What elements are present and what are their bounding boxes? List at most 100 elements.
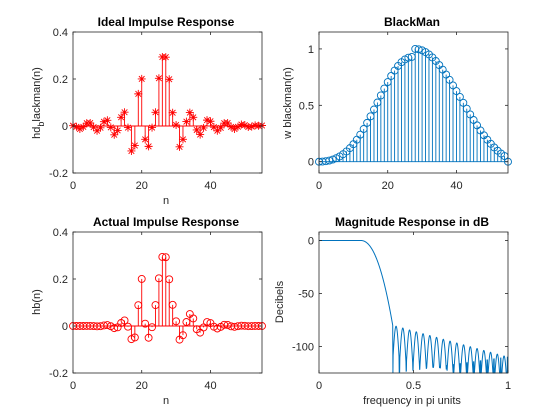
marker-0-34: [185, 108, 194, 117]
marker-2-39: [203, 318, 211, 326]
marker-2-35: [189, 314, 198, 323]
marker-0-17: [127, 146, 136, 155]
marker-2-18: [130, 333, 139, 342]
marker-1-43: [462, 104, 471, 113]
marker-0-3: [79, 122, 88, 131]
marker-0-52: [247, 122, 256, 131]
marker-2-22: [144, 333, 153, 342]
marker-0-19: [134, 89, 143, 98]
y-tick-label-2-1: 0: [62, 321, 68, 333]
panel-1-ylabel-sub: b: [36, 122, 46, 127]
y-tick-label-0-3: 0.4: [53, 27, 68, 39]
marker-0-35: [189, 113, 198, 122]
marker-0-18: [130, 141, 139, 150]
y-tick-label-0-0: -0.2: [49, 168, 68, 180]
y-tick-label-3-1: -50: [298, 288, 314, 300]
marker-2-32: [179, 331, 187, 340]
marker-1-40: [452, 87, 461, 96]
marker-0-5: [86, 118, 95, 127]
marker-2-23: [148, 323, 156, 332]
marker-2-15: [120, 316, 129, 325]
marker-0-38: [199, 123, 208, 132]
plot-area-1: [319, 32, 508, 173]
panel-1-ylabel-main: hd: [31, 127, 43, 139]
x-tick-label-3-0: 0: [316, 380, 322, 392]
panel-3-xlabel: n: [163, 395, 169, 407]
marker-0-6: [89, 123, 98, 132]
marker-1-42: [459, 98, 468, 107]
panel-1-ylabel: hdblackman(n): [31, 67, 46, 139]
marker-0-45: [223, 118, 232, 127]
y-tick-label-0-2: 0.2: [53, 74, 68, 86]
marker-0-29: [168, 108, 177, 117]
x-tick-label-2-0: 0: [70, 380, 76, 392]
marker-0-20: [137, 74, 146, 83]
y-tick-label-1-0: 0: [308, 157, 314, 169]
panel-4-title: Magnitude Response in dB: [335, 215, 489, 229]
marker-2-27: [161, 253, 170, 262]
y-tick-label-3-0: -100: [292, 341, 314, 353]
marker-0-1: [72, 122, 81, 131]
panel-blackman: BlackMan w blackman(n) 0 20 40 0 0.5 1: [282, 15, 512, 192]
x-tick-label-3-1: 0.5: [406, 380, 421, 392]
marker-0-30: [172, 120, 181, 129]
marker-0-31: [175, 142, 184, 151]
panel-3-ylabel: hb(n): [31, 289, 43, 315]
magnitude-line: [319, 239, 509, 374]
x-tick-label-2-2: 40: [204, 380, 216, 392]
plot-area-2: [73, 232, 262, 373]
marker-0-39: [203, 116, 212, 125]
marker-1-41: [455, 92, 464, 101]
marker-2-10: [103, 321, 112, 330]
x-tick-label-1-0: 0: [316, 180, 322, 192]
panel-1-xlabel: n: [163, 195, 169, 207]
marker-1-44: [466, 110, 475, 119]
axes-box-2: [72, 231, 263, 374]
marker-0-22: [144, 142, 153, 151]
marker-1-39: [449, 81, 457, 90]
panel-1-ylabel-rest: lackman(n): [31, 67, 43, 121]
panel-3-title: Actual Impulse Response: [93, 215, 239, 229]
panel-magnitude: Magnitude Response in dB frequency in pi…: [274, 215, 511, 407]
y-tick-label-3-2: 0: [308, 235, 314, 247]
marker-0-21: [141, 135, 150, 144]
marker-2-26: [158, 253, 167, 261]
marker-0-27: [161, 53, 170, 62]
marker-2-12: [110, 324, 119, 333]
marker-0-48: [233, 122, 242, 131]
marker-0-12: [110, 130, 119, 139]
axes-box-1: [318, 31, 509, 174]
marker-0-8: [96, 123, 105, 132]
marker-0-49: [237, 120, 246, 129]
x-tick-label-3-2: 1: [505, 380, 511, 392]
x-tick-label-1-2: 40: [450, 180, 462, 192]
marker-0-9: [99, 117, 108, 126]
marker-0-23: [148, 123, 157, 132]
panel-1-plot: 0 20 40-0.200.20.4: [49, 27, 266, 192]
marker-2-30: [172, 317, 181, 326]
panel-2-title: BlackMan: [384, 15, 440, 29]
axes-box-0: [72, 31, 263, 174]
marker-0-16: [123, 123, 132, 132]
panel-1-title: Ideal Impulse Response: [98, 15, 235, 29]
marker-0-41: [209, 123, 218, 132]
marker-0-47: [230, 125, 239, 134]
x-tick-label-1-1: 20: [382, 180, 394, 192]
marker-0-46: [227, 122, 236, 131]
marker-0-7: [93, 126, 102, 135]
marker-2-28: [165, 275, 174, 284]
panel-ideal-impulse: Ideal Impulse Response n hdblackman(n) 0…: [31, 15, 266, 207]
marker-0-24: [151, 108, 160, 117]
marker-1-29: [414, 45, 423, 54]
marker-0-33: [182, 117, 191, 126]
panel-4-plot: 0 0.5 1 -100 -50 0: [292, 231, 511, 392]
x-tick-label-0-0: 0: [70, 180, 76, 192]
marker-0-28: [165, 75, 174, 84]
marker-0-43: [216, 123, 225, 132]
plot-area-0: [73, 32, 262, 173]
y-tick-label-2-2: 0.2: [53, 274, 68, 286]
panel-2-ylabel: w blackman(n): [282, 67, 294, 140]
y-tick-label-1-1: 0.5: [299, 100, 314, 112]
marker-0-40: [206, 117, 215, 126]
